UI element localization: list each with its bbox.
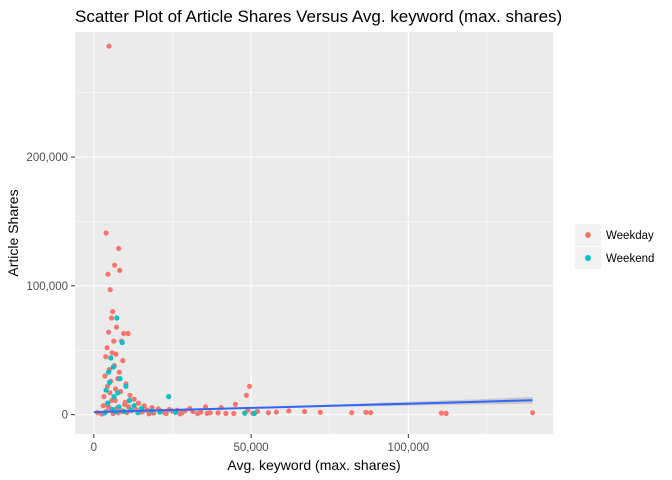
weekday-point (101, 394, 107, 400)
weekend-point (123, 383, 129, 389)
weekend-point (139, 405, 145, 411)
weekday-point (108, 315, 115, 321)
major-gridlines (75, 32, 553, 434)
weekday-point (105, 271, 111, 277)
weekday-point (231, 410, 237, 417)
y-tick-label: 200,000 (26, 152, 68, 164)
x-tick-label: 0 (91, 442, 97, 454)
weekday-point (116, 369, 122, 375)
weekend-point (116, 404, 122, 410)
weekday-point (246, 383, 253, 389)
weekday-point (117, 267, 123, 273)
weekend-point (103, 387, 109, 393)
weekend-point (111, 394, 117, 400)
weekday-point (106, 43, 112, 49)
weekend-point (126, 397, 132, 404)
weekend-point (131, 403, 137, 409)
legend-marker-weekend (585, 255, 591, 261)
weekday-point (112, 262, 118, 268)
y-axis-title: Article Shares (5, 189, 21, 276)
weekday-point (363, 409, 369, 415)
weekend-point (105, 400, 111, 406)
weekday-point (106, 329, 112, 335)
weekday-point (223, 410, 229, 416)
y-tick-label: 0 (62, 410, 68, 422)
weekend-point (173, 409, 179, 415)
weekday-point (113, 351, 119, 357)
weekend-point (114, 315, 120, 321)
x-tick-label: 100,000 (388, 442, 430, 454)
weekend-point (115, 390, 121, 396)
weekday-point (273, 409, 279, 415)
weekday-point (215, 410, 221, 416)
trend-line-path (93, 399, 533, 414)
weekday-point (113, 324, 120, 330)
weekday-point (179, 410, 185, 416)
weekday-point (113, 386, 119, 392)
weekday-point (100, 403, 106, 409)
weekday-point (107, 390, 113, 396)
weekday-point (195, 411, 201, 417)
weekday-point (107, 287, 113, 293)
weekday-point (204, 410, 210, 416)
weekday-point (265, 410, 271, 416)
plot-panel (75, 32, 553, 434)
weekday-point (438, 410, 444, 416)
weekday-point (125, 330, 131, 337)
legend: Weekday Weekend (575, 224, 654, 269)
weekend-point (107, 379, 113, 386)
weekend-point (166, 394, 172, 400)
legend-label-weekend: Weekend (606, 253, 654, 265)
weekday-point (112, 397, 118, 404)
x-tick-label: 50,000 (234, 442, 269, 454)
weekday-point (443, 410, 449, 416)
weekday-point (111, 338, 117, 344)
legend-label-weekday: Weekday (606, 230, 654, 242)
weekday-point (131, 396, 137, 402)
x-axis-ticks: 0 50,000 100,000 (91, 434, 429, 454)
weekday-point (243, 392, 249, 398)
weekend-point (242, 410, 248, 416)
weekend-point (117, 376, 123, 382)
weekday-point (349, 410, 355, 416)
weekday-point (135, 400, 142, 406)
chart-title: Scatter Plot of Article Shares Versus Av… (75, 7, 562, 26)
weekday-point (163, 410, 169, 416)
weekday-point (104, 345, 110, 351)
minor-gridlines (75, 32, 553, 434)
weekday-point (103, 230, 109, 236)
weekday-point (317, 409, 323, 415)
weekday-point (127, 392, 133, 398)
legend-marker-weekday (585, 232, 591, 238)
weekday-point (104, 383, 110, 389)
x-axis-title: Avg. keyword (max. shares) (227, 457, 400, 473)
weekday-point (102, 373, 108, 379)
weekend-point (108, 355, 114, 361)
weekday-point (121, 330, 127, 337)
weekday-point (110, 309, 116, 315)
y-tick-label: 100,000 (26, 281, 68, 293)
y-axis-ticks: 0 100,000 200,000 (26, 152, 75, 422)
weekday-point (122, 399, 128, 405)
weekday-point (232, 401, 238, 407)
weekday-point (286, 408, 292, 414)
weekday-point (530, 410, 536, 416)
weekday-point (302, 408, 308, 415)
weekend-point (251, 410, 257, 417)
weekend-point (119, 339, 125, 346)
weekday-point (116, 245, 122, 252)
weekend-point (106, 369, 112, 375)
trend-line (93, 399, 533, 414)
weekday-point (103, 354, 109, 360)
weekday-point (368, 410, 374, 416)
weekday-point (120, 358, 126, 364)
weekend-point (110, 364, 116, 370)
